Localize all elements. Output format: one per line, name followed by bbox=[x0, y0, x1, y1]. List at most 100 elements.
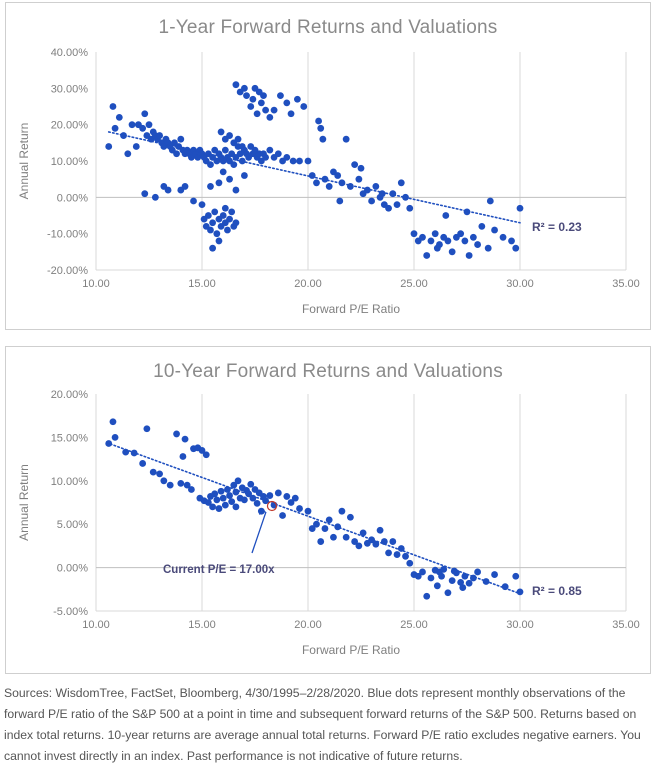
data-point bbox=[491, 226, 498, 234]
data-point bbox=[181, 435, 189, 443]
data-point bbox=[296, 505, 303, 512]
data-point bbox=[393, 201, 401, 209]
data-point bbox=[215, 505, 223, 512]
x-tick-label: 20.00 bbox=[294, 278, 322, 290]
data-point bbox=[457, 578, 465, 586]
data-point bbox=[139, 124, 147, 132]
data-point bbox=[188, 486, 195, 493]
current-pe-marker bbox=[266, 500, 278, 512]
data-point bbox=[291, 494, 299, 502]
data-point bbox=[241, 84, 248, 92]
data-point bbox=[319, 135, 327, 143]
data-point bbox=[347, 513, 354, 521]
data-point bbox=[359, 529, 367, 537]
data-point bbox=[232, 219, 240, 227]
data-point bbox=[484, 244, 492, 252]
data-point bbox=[226, 132, 233, 139]
data-point bbox=[427, 237, 435, 245]
data-point bbox=[499, 233, 507, 241]
data-point bbox=[221, 146, 229, 154]
data-point bbox=[224, 226, 231, 234]
data-point bbox=[270, 106, 278, 114]
data-point bbox=[385, 204, 392, 212]
data-point bbox=[219, 494, 227, 502]
y-tick-label: 0.00% bbox=[57, 192, 88, 204]
data-point bbox=[433, 582, 441, 590]
data-point bbox=[266, 146, 274, 154]
data-point bbox=[132, 143, 140, 150]
data-point bbox=[149, 468, 157, 476]
x-tick-label: 15.00 bbox=[188, 278, 216, 290]
data-point bbox=[211, 490, 219, 498]
x-tick-label: 35.00 bbox=[612, 278, 640, 290]
x-tick-label: 25.00 bbox=[400, 619, 428, 631]
data-point bbox=[512, 244, 520, 252]
data-point bbox=[249, 95, 257, 103]
data-point bbox=[279, 512, 286, 519]
data-point bbox=[325, 183, 333, 190]
data-point bbox=[423, 252, 431, 259]
data-point bbox=[238, 143, 246, 150]
y-tick-label: -20.00% bbox=[47, 265, 88, 277]
data-point bbox=[355, 542, 363, 550]
chart-panel-10yr: 10-Year Forward Returns and Valuations 2… bbox=[5, 346, 651, 674]
data-point bbox=[342, 533, 350, 541]
data-point bbox=[247, 103, 255, 110]
data-point bbox=[289, 157, 297, 165]
data-point bbox=[257, 99, 265, 107]
data-point bbox=[423, 592, 431, 600]
data-point bbox=[260, 92, 267, 99]
data-point bbox=[389, 538, 397, 545]
data-point bbox=[230, 161, 238, 169]
data-point bbox=[308, 525, 316, 532]
data-point bbox=[459, 584, 467, 591]
callout-arrow bbox=[251, 511, 267, 554]
data-point bbox=[474, 568, 481, 576]
data-point bbox=[355, 175, 363, 183]
data-point bbox=[181, 183, 189, 190]
data-point bbox=[294, 95, 301, 103]
data-point bbox=[145, 121, 153, 129]
data-point bbox=[177, 135, 185, 143]
data-point bbox=[304, 507, 312, 515]
chart-panel-1yr: 1-Year Forward Returns and Valuations 40… bbox=[5, 2, 651, 330]
y-tick-label: -5.00% bbox=[53, 606, 88, 618]
data-point bbox=[226, 492, 233, 499]
callout-arrowhead bbox=[258, 507, 266, 515]
data-point bbox=[448, 577, 456, 585]
x-tick-label: 25.00 bbox=[400, 278, 428, 290]
data-point bbox=[109, 103, 117, 110]
data-point bbox=[179, 453, 187, 460]
data-point bbox=[243, 92, 250, 99]
data-point bbox=[465, 252, 473, 259]
y-tick-label: 20.00% bbox=[51, 120, 89, 132]
data-point bbox=[486, 197, 494, 205]
data-point bbox=[241, 172, 248, 179]
y-axis-label: Annual Return bbox=[17, 123, 31, 200]
y-tick-label: 5.00% bbox=[57, 519, 88, 531]
data-point bbox=[219, 212, 227, 219]
data-point bbox=[234, 477, 242, 485]
data-point bbox=[296, 157, 303, 165]
data-point bbox=[217, 128, 225, 136]
y-tick-label: 20.00% bbox=[51, 389, 89, 401]
chart-title: 1-Year Forward Returns and Valuations bbox=[158, 17, 498, 38]
data-point bbox=[313, 179, 320, 187]
data-point bbox=[277, 92, 284, 99]
data-point bbox=[183, 481, 191, 489]
data-point bbox=[334, 172, 342, 179]
data-point bbox=[491, 571, 498, 578]
data-point bbox=[105, 143, 113, 150]
data-point bbox=[457, 230, 465, 238]
data-point bbox=[414, 572, 422, 580]
data-point bbox=[393, 551, 401, 558]
data-point bbox=[516, 204, 524, 212]
data-point bbox=[317, 124, 325, 132]
data-point bbox=[508, 237, 515, 245]
data-point bbox=[431, 230, 439, 238]
data-point bbox=[111, 434, 119, 441]
data-point bbox=[376, 526, 384, 534]
r-squared-label: R² = 0.85 bbox=[532, 584, 582, 598]
data-point bbox=[209, 219, 217, 227]
data-point bbox=[109, 418, 117, 426]
